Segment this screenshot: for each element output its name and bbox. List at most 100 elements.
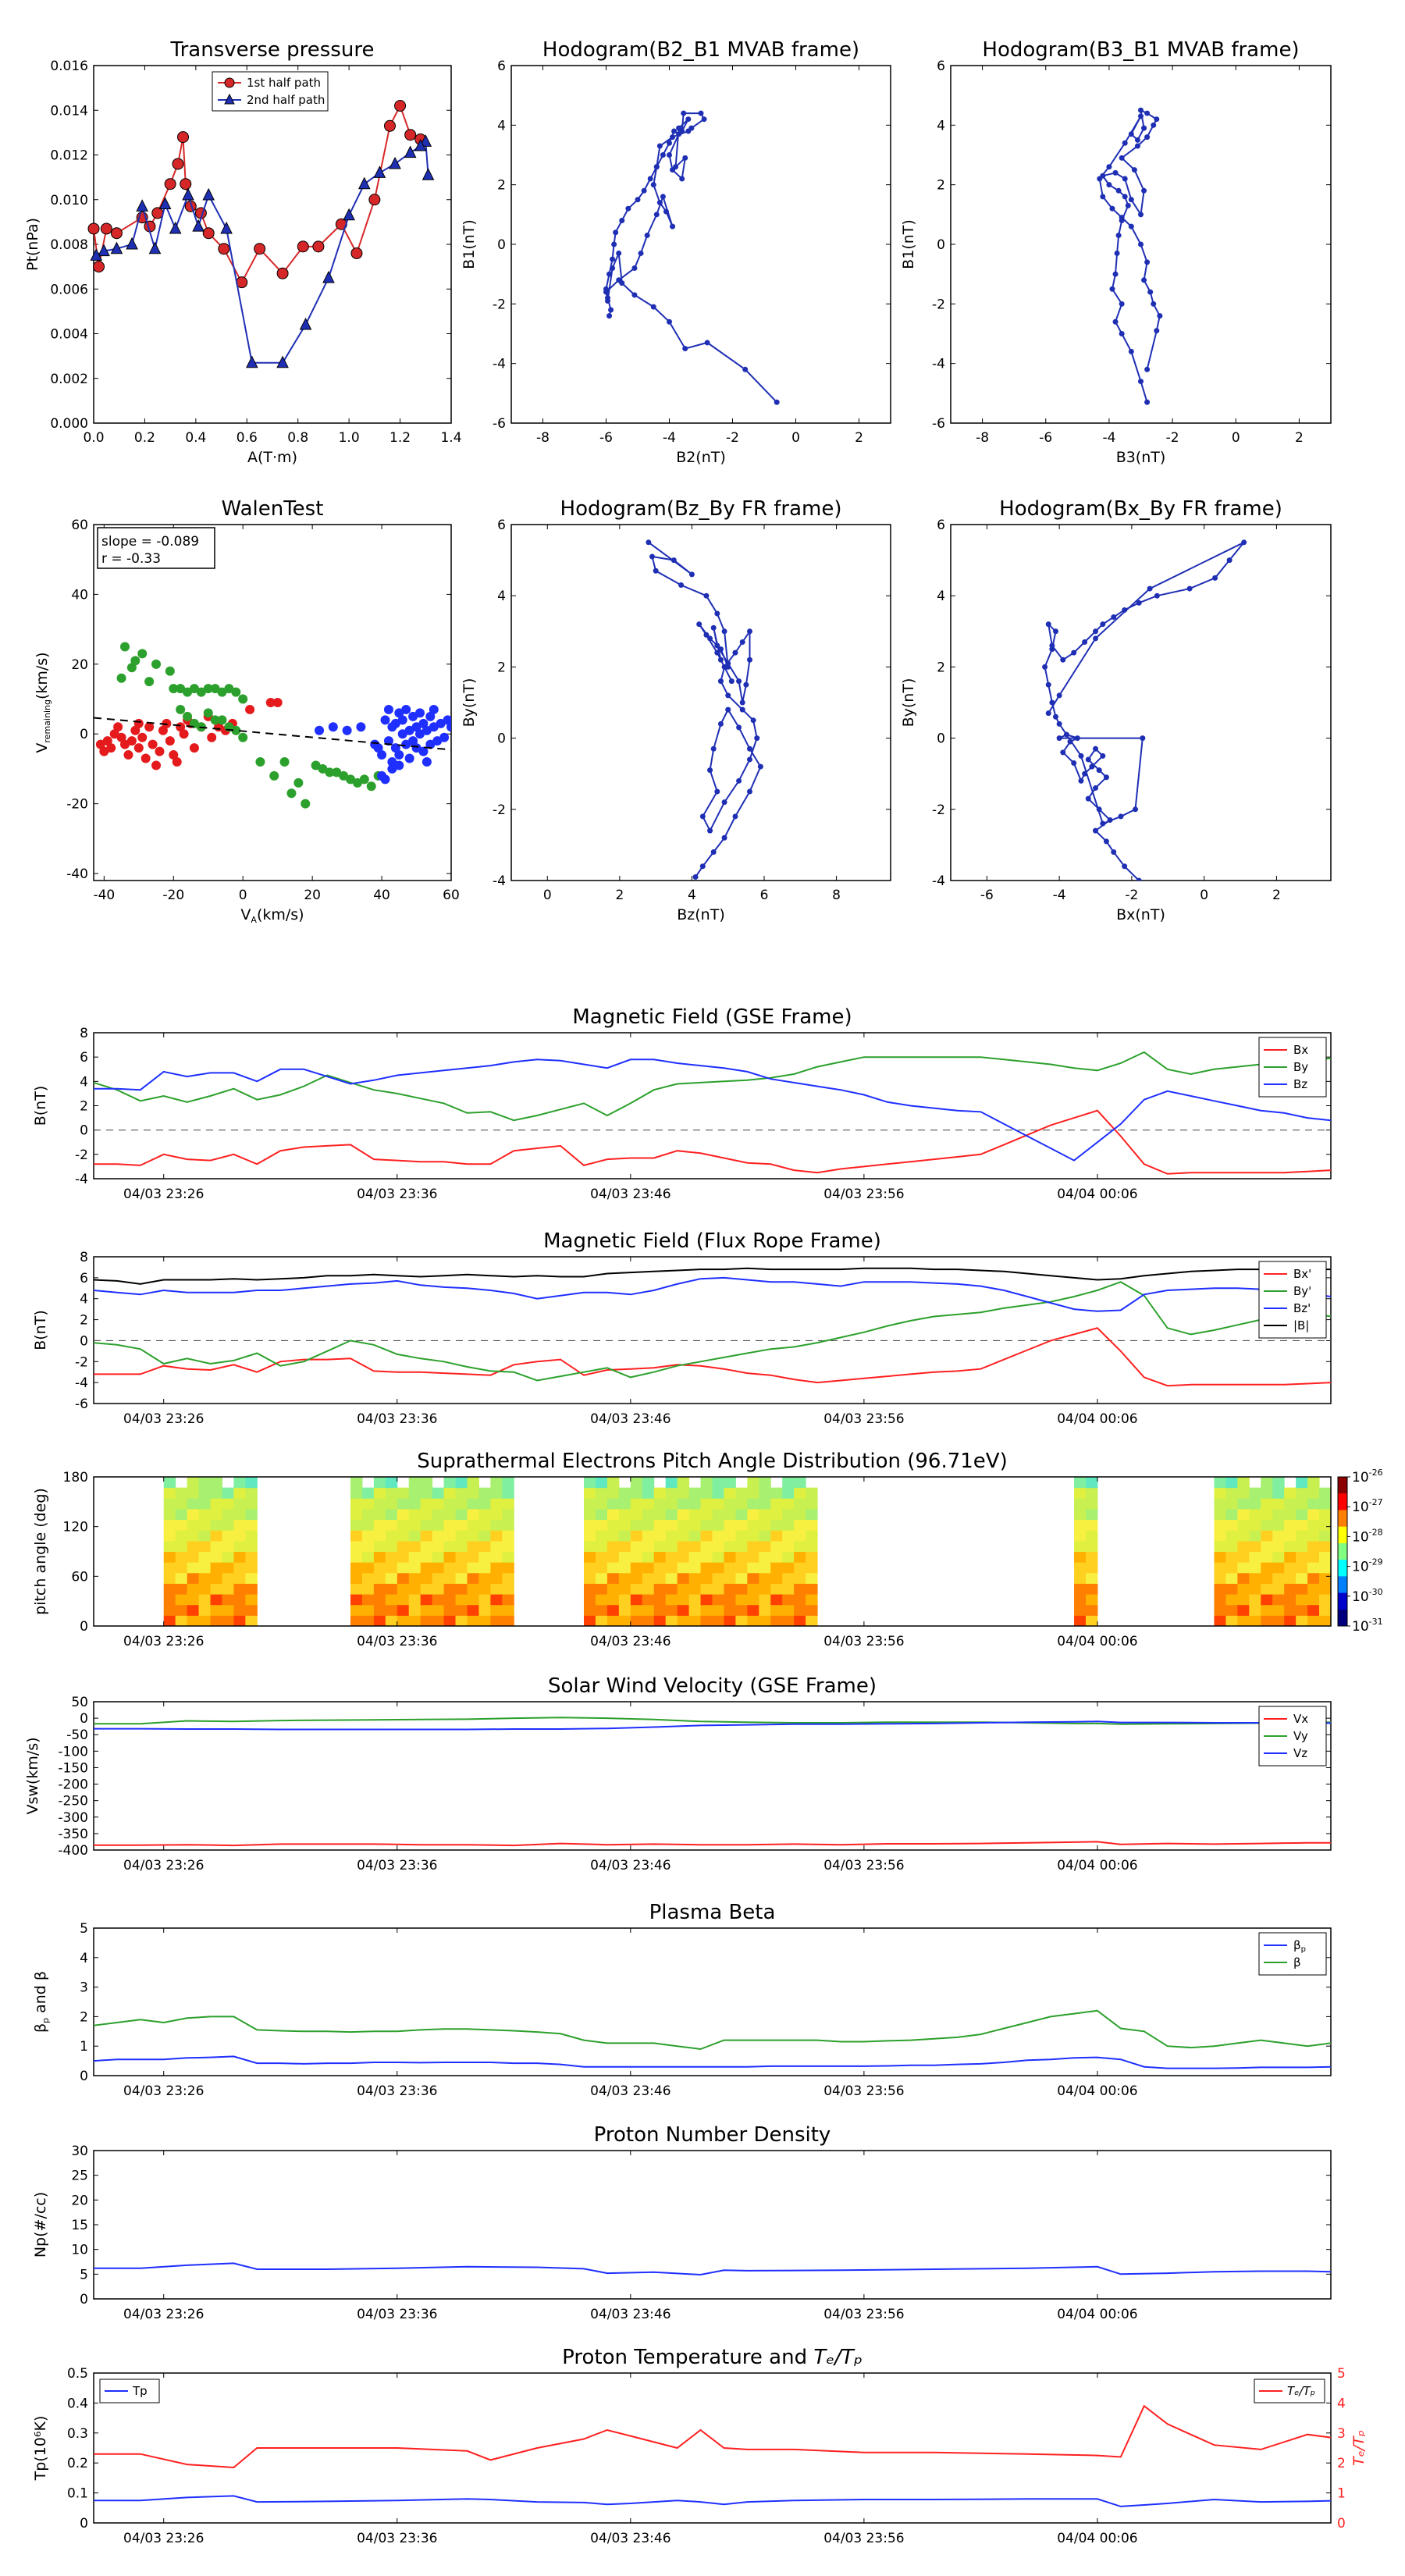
heatmap-cell bbox=[443, 1508, 457, 1521]
hodogram-point bbox=[646, 539, 652, 546]
heatmap-cell bbox=[420, 1530, 433, 1542]
heatmap-cell bbox=[1214, 1604, 1226, 1616]
heatmap-cell bbox=[350, 1572, 363, 1584]
scatter-point bbox=[116, 673, 126, 683]
heatmap-cell bbox=[350, 1583, 363, 1595]
y-tick-label: -2 bbox=[932, 802, 945, 818]
heatmap-cell bbox=[478, 1604, 491, 1616]
heatmap-cell bbox=[630, 1583, 643, 1595]
x-axis-label: A(T·m) bbox=[247, 449, 297, 466]
hodogram-point bbox=[653, 212, 660, 218]
heatmap-cell bbox=[175, 1594, 188, 1606]
heatmap-cell bbox=[584, 1487, 596, 1499]
scatter-point bbox=[217, 715, 227, 725]
heatmap-cell bbox=[455, 1477, 468, 1489]
heatmap-cell bbox=[665, 1604, 678, 1616]
heatmap-cell bbox=[187, 1615, 200, 1627]
series-0 bbox=[94, 2262, 1331, 2276]
hodogram-point bbox=[631, 292, 638, 298]
y-tick-label: 0 bbox=[80, 2069, 88, 2084]
heatmap-cell bbox=[735, 1487, 748, 1499]
y-tick-label: 4 bbox=[497, 118, 506, 133]
scatter-point bbox=[203, 708, 213, 718]
heatmap-cell bbox=[1249, 1508, 1261, 1521]
x-tick-label: 0 bbox=[791, 430, 800, 446]
time-tick-label: 04/03 23:26 bbox=[123, 1411, 204, 1427]
heatmap-cell bbox=[724, 1540, 736, 1552]
heatmap-cell bbox=[1214, 1572, 1226, 1584]
heatmap-cell bbox=[806, 1498, 818, 1510]
hodogram-point bbox=[725, 664, 731, 670]
heatmap-cell bbox=[443, 1583, 457, 1595]
heatmap-cell bbox=[642, 1562, 655, 1574]
hodogram-point bbox=[1226, 557, 1232, 564]
hodogram-point bbox=[1241, 539, 1247, 546]
hodogram-point bbox=[774, 399, 780, 405]
hodogram-point bbox=[1122, 194, 1128, 200]
x-axis-label: Bx(nT) bbox=[1116, 906, 1165, 923]
scatter-point bbox=[387, 757, 397, 767]
heatmap-cell bbox=[806, 1508, 818, 1521]
heatmap-cell bbox=[688, 1583, 702, 1595]
heatmap-cell bbox=[373, 1498, 386, 1510]
heatmap-cell bbox=[455, 1562, 468, 1574]
y-axis-label-main: β bbox=[32, 2023, 49, 2033]
hodogram-point bbox=[1103, 838, 1109, 845]
scatter-point bbox=[269, 770, 279, 781]
hodogram-point bbox=[1063, 731, 1069, 738]
heatmap-cell bbox=[1307, 1530, 1320, 1542]
hodogram-point bbox=[1119, 155, 1125, 161]
data-point bbox=[182, 187, 194, 201]
time-tick-label: 04/03 23:26 bbox=[123, 2531, 204, 2546]
hodogram-point bbox=[1122, 863, 1128, 870]
heatmap-cell bbox=[1237, 1508, 1250, 1521]
hodogram-point bbox=[1133, 806, 1139, 813]
y-tick-label: 0.5 bbox=[67, 2366, 88, 2382]
heatmap-cell bbox=[606, 1551, 620, 1563]
heatmap-cell bbox=[1296, 1615, 1308, 1627]
hodogram-point bbox=[1056, 692, 1062, 699]
y-tick-label: 6 bbox=[80, 1271, 88, 1286]
heatmap-cell bbox=[1074, 1562, 1087, 1574]
heatmap-cell bbox=[735, 1540, 748, 1552]
colorbar-segment bbox=[1338, 1510, 1347, 1528]
heatmap-cell bbox=[467, 1551, 479, 1563]
heatmap-cell bbox=[1249, 1540, 1261, 1552]
heatmap-cell bbox=[653, 1604, 667, 1616]
heatmap-cell bbox=[1225, 1562, 1238, 1574]
x-tick-label: 0 bbox=[1200, 888, 1208, 903]
scatter-point bbox=[318, 763, 328, 774]
heatmap-cell bbox=[642, 1487, 655, 1499]
y-tick-label: 0.010 bbox=[50, 193, 88, 208]
heatmap-cell bbox=[782, 1540, 795, 1552]
data-point bbox=[158, 197, 172, 209]
data-point bbox=[383, 119, 396, 132]
legend-label-main: β bbox=[1293, 1938, 1301, 1952]
heatmap-cell bbox=[373, 1604, 386, 1616]
heatmap-cell bbox=[420, 1615, 433, 1627]
scatter-point bbox=[158, 725, 168, 735]
colorbar-tick-label: 10-27 bbox=[1352, 1497, 1383, 1515]
heatmap-cell bbox=[712, 1540, 724, 1552]
heatmap-cell bbox=[373, 1540, 386, 1552]
y-tick-label: 4 bbox=[80, 1074, 88, 1090]
heatmap-cell bbox=[712, 1551, 724, 1563]
heatmap-cell bbox=[665, 1562, 678, 1574]
heatmap-cell bbox=[502, 1594, 514, 1606]
heatmap-cell bbox=[770, 1615, 783, 1627]
y-tick-label: 30 bbox=[71, 2144, 88, 2159]
legend-label-sub: p bbox=[1301, 1945, 1306, 1954]
heatmap-cell bbox=[782, 1551, 795, 1563]
heatmap-cell bbox=[397, 1519, 410, 1531]
heatmap-cell bbox=[1319, 1519, 1332, 1531]
hodogram-point bbox=[679, 128, 685, 134]
heatmap-cell bbox=[1307, 1508, 1320, 1521]
legend-label: Vx bbox=[1293, 1712, 1308, 1726]
heatmap-cell bbox=[245, 1594, 258, 1606]
hodogram-point bbox=[1049, 642, 1055, 649]
heatmap-cell bbox=[770, 1562, 783, 1574]
heatmap-cell bbox=[735, 1604, 748, 1616]
y-tick-label: 2 bbox=[937, 178, 945, 194]
data-point bbox=[202, 227, 215, 240]
scatter-point bbox=[390, 718, 400, 728]
